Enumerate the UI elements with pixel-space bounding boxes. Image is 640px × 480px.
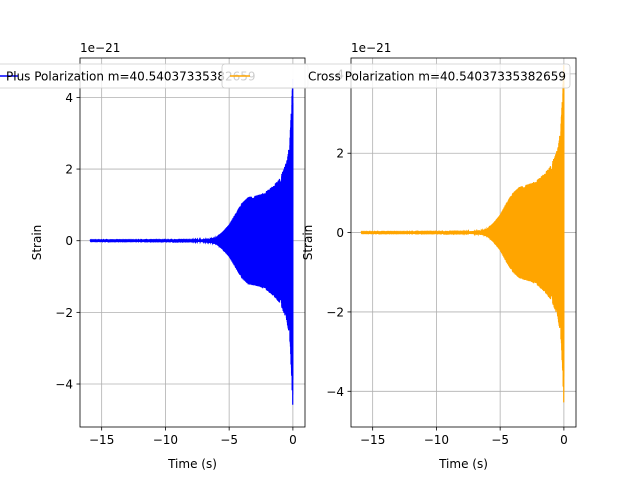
x-tick-label: −15 xyxy=(89,433,114,447)
y-tick-label: 4 xyxy=(65,91,73,105)
axes-frame xyxy=(79,57,306,428)
y-tick-label: −2 xyxy=(326,305,344,319)
y-tick-label: −2 xyxy=(55,306,73,320)
x-tick-label: −15 xyxy=(360,433,385,447)
series-line xyxy=(360,65,565,403)
x-tick-label: 0 xyxy=(560,433,568,447)
y-axis-label: Strain xyxy=(301,225,315,261)
x-axis-label: Time (s) xyxy=(167,457,217,471)
x-tick-label: −5 xyxy=(491,433,509,447)
y-axis-label: Strain xyxy=(30,225,44,261)
y-offset-label: 1e−21 xyxy=(80,41,120,55)
x-tick-label: −5 xyxy=(220,433,238,447)
legend-label: Plus Polarization m=40.54037335382659 xyxy=(6,70,256,84)
y-tick-label: 2 xyxy=(65,163,73,177)
legend: Cross Polarization m=40.54037335382659 xyxy=(221,63,571,89)
x-tick-label: 0 xyxy=(289,433,297,447)
legend-box xyxy=(221,63,571,89)
y-tick-label: −4 xyxy=(55,378,73,392)
x-axis-label: Time (s) xyxy=(438,457,488,471)
x-tick-label: −10 xyxy=(153,433,178,447)
series-line xyxy=(89,78,294,405)
legend-label: Cross Polarization m=40.54037335382659 xyxy=(308,70,566,84)
y-tick-label: 2 xyxy=(336,147,344,161)
y-offset-label: 1e−21 xyxy=(351,41,391,55)
axes-frame xyxy=(350,57,577,428)
y-tick-label: 0 xyxy=(65,234,73,248)
y-tick-label: −4 xyxy=(326,385,344,399)
x-tick-label: −10 xyxy=(424,433,449,447)
y-tick-label: 0 xyxy=(336,226,344,240)
